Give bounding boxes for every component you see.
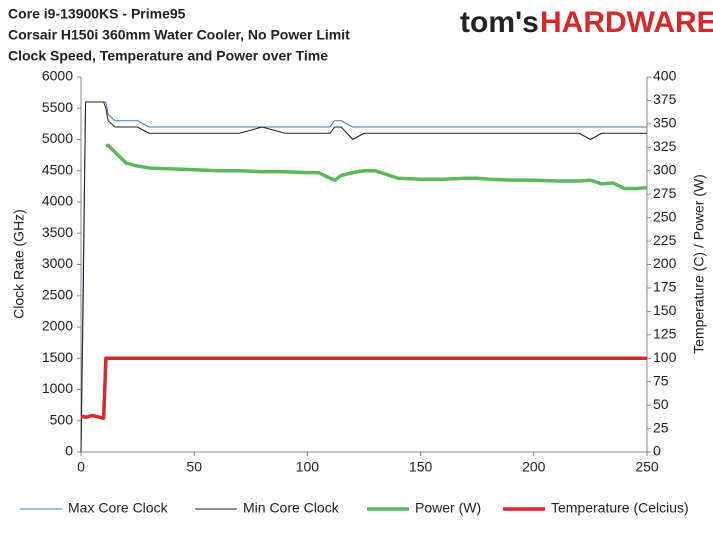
x-tick-label: 50 xyxy=(186,459,202,475)
series-line xyxy=(105,143,648,191)
y-tick-label: 5500 xyxy=(42,99,73,115)
x-tick-label: 100 xyxy=(296,459,320,475)
y2-tick-label: 100 xyxy=(653,349,677,365)
logo-left: tom's xyxy=(460,6,539,39)
y2-tick-label: 275 xyxy=(653,185,677,201)
y2-axis-label: Temperature (C) / Power (W) xyxy=(691,174,707,354)
y2-tick-label: 250 xyxy=(653,208,677,224)
series-line xyxy=(80,101,647,453)
y2-tick-label: 75 xyxy=(653,372,669,388)
y2-tick-label: 375 xyxy=(653,91,677,107)
y-tick-label: 4500 xyxy=(42,161,73,177)
series-line xyxy=(80,356,647,420)
y2-tick-label: 325 xyxy=(653,138,677,154)
series-line xyxy=(80,101,647,453)
y2-tick-label: 150 xyxy=(653,302,677,318)
y2-tick-label: 350 xyxy=(653,115,677,131)
y2-tick-label: 50 xyxy=(653,396,669,412)
y-tick-label: 2500 xyxy=(42,286,73,302)
y-tick-label: 5000 xyxy=(42,130,73,146)
legend-label: Temperature (Celcius) xyxy=(551,500,689,516)
y-tick-label: 500 xyxy=(50,411,74,427)
y-tick-label: 4000 xyxy=(42,193,73,209)
chart-title: Corsair H150i 360mm Water Cooler, No Pow… xyxy=(8,27,350,43)
y-tick-label: 6000 xyxy=(42,68,73,84)
y-tick-label: 1500 xyxy=(42,349,73,365)
legend-label: Max Core Clock xyxy=(68,500,169,516)
y-axis-label: Clock Rate (GHz) xyxy=(11,209,27,319)
y2-tick-label: 200 xyxy=(653,255,677,271)
x-tick-label: 250 xyxy=(635,459,659,475)
x-tick-label: 0 xyxy=(77,459,85,475)
y-tick-label: 1000 xyxy=(42,380,73,396)
y2-tick-label: 0 xyxy=(653,443,661,459)
x-tick-label: 200 xyxy=(522,459,546,475)
y2-tick-label: 25 xyxy=(653,419,669,435)
logo-right: HARDWARE xyxy=(540,6,713,39)
y2-tick-label: 125 xyxy=(653,326,677,342)
y2-tick-label: 300 xyxy=(653,161,677,177)
y-tick-label: 3000 xyxy=(42,255,73,271)
chart-title: Clock Speed, Temperature and Power over … xyxy=(8,48,328,64)
legend-label: Min Core Clock xyxy=(243,500,340,516)
y-tick-label: 3500 xyxy=(42,224,73,240)
chart-title: Core i9-13900KS - Prime95 xyxy=(8,6,186,22)
y2-tick-label: 175 xyxy=(653,279,677,295)
x-tick-label: 150 xyxy=(409,459,433,475)
y-tick-label: 2000 xyxy=(42,318,73,334)
y2-tick-label: 400 xyxy=(653,68,677,84)
y-tick-label: 0 xyxy=(65,443,73,459)
legend-label: Power (W) xyxy=(415,500,481,516)
y2-tick-label: 225 xyxy=(653,232,677,248)
